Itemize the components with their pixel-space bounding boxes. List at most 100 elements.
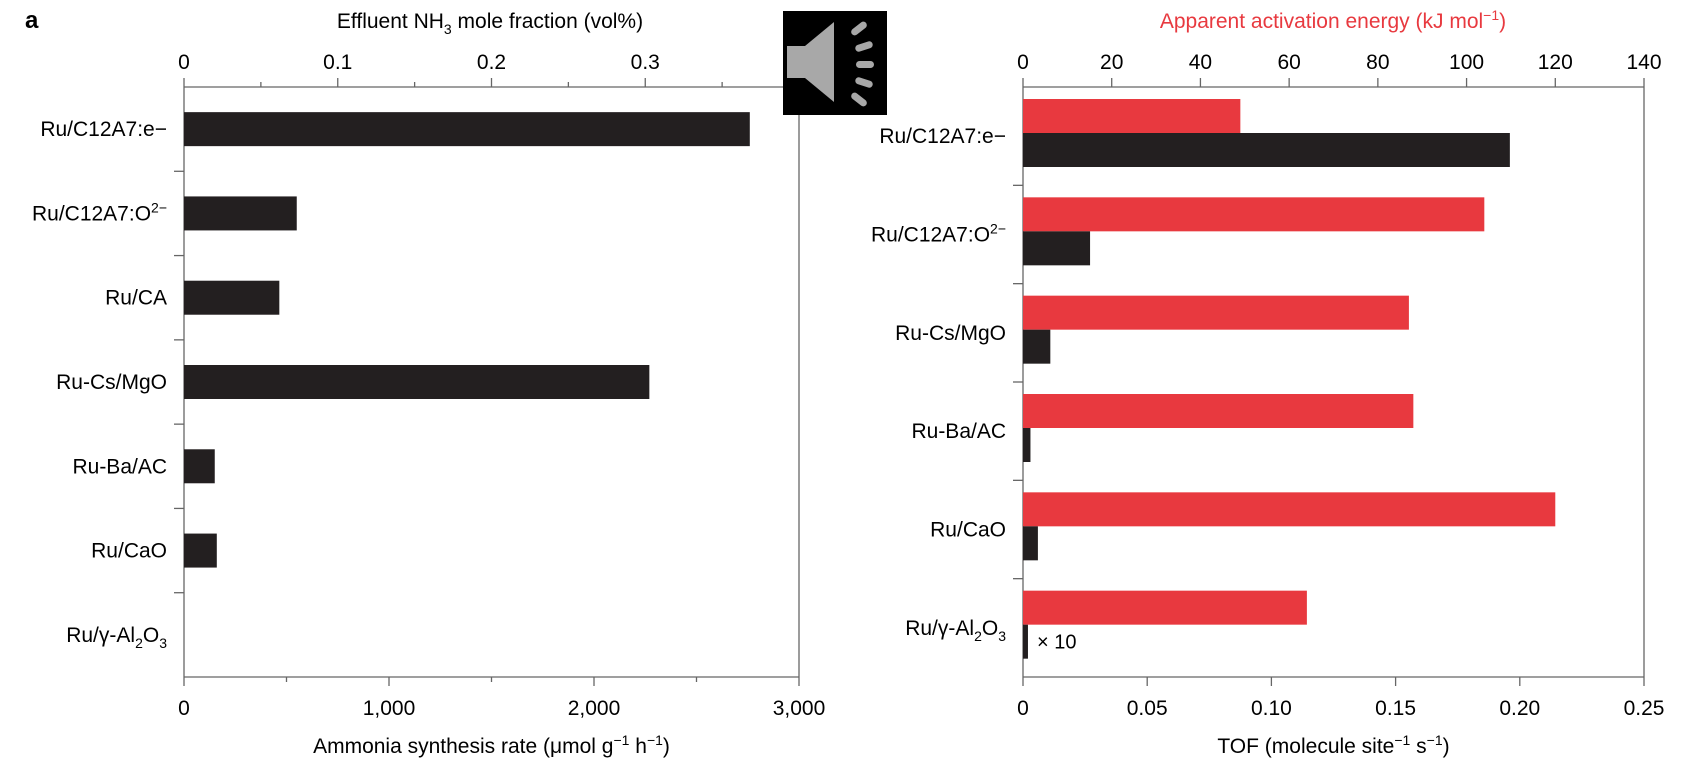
- x-axis-title-part: −1: [1394, 732, 1410, 748]
- top-tick-label: 0: [178, 51, 190, 74]
- top-axis-title-part: 3: [444, 21, 452, 37]
- category-label: Ru/C12A7:O2−: [871, 221, 1006, 247]
- category-label-part: 3: [159, 635, 167, 651]
- x-tick-label: 0.20: [1499, 697, 1540, 720]
- scale-annotation: × 10: [1037, 632, 1076, 654]
- bar: [184, 365, 650, 399]
- bar-activation-energy: [1023, 99, 1241, 133]
- category-label-part: Ru-Ba/AC: [911, 420, 1006, 443]
- x-axis-title-part: ): [663, 735, 670, 758]
- category-label: Ru/CaO: [91, 540, 167, 563]
- bar: [184, 533, 217, 568]
- category-label: Ru/γ-Al2O3: [66, 624, 167, 651]
- x-tick-label: 0.10: [1251, 697, 1292, 720]
- x-tick-label: 2,000: [568, 697, 621, 720]
- x-tick-label: 1,000: [363, 697, 416, 720]
- top-tick-label: 40: [1189, 51, 1212, 74]
- top-tick-label: 80: [1366, 51, 1389, 74]
- top-tick-label: 0.3: [631, 51, 660, 74]
- bar: [184, 196, 297, 231]
- x-axis-title-part: TOF (molecule site: [1217, 735, 1394, 758]
- top-axis-title-part: Apparent activation energy (kJ mol: [1160, 10, 1483, 33]
- bar-activation-energy: [1023, 197, 1485, 232]
- category-label-part: Ru/C12A7:O: [32, 202, 151, 225]
- category-label: Ru/CaO: [930, 519, 1006, 542]
- category-label-part: 2: [135, 635, 143, 651]
- x-tick-label: 0.25: [1624, 697, 1665, 720]
- x-tick-label: 0.15: [1375, 697, 1416, 720]
- category-label: Ru-Ba/AC: [911, 420, 1006, 443]
- top-axis-title: Effluent NH3 mole fraction (vol%): [337, 10, 643, 37]
- category-label-part: Ru-Cs/MgO: [56, 371, 167, 394]
- speaker-icon: [787, 21, 874, 107]
- category-label: Ru-Cs/MgO: [895, 322, 1006, 345]
- category-label: Ru/C12A7:e−: [879, 125, 1006, 148]
- x-axis-title-part: ): [1443, 735, 1450, 758]
- top-tick-label: 120: [1538, 51, 1573, 74]
- top-tick-label: 0.1: [323, 51, 352, 74]
- top-axis-title-part: −1: [1483, 7, 1499, 23]
- x-axis-title-part: s: [1410, 735, 1426, 758]
- category-label-part: Ru/C12A7:e−: [879, 125, 1006, 148]
- top-axis-title: Apparent activation energy (kJ mol−1): [1160, 7, 1506, 33]
- category-label: Ru/CA: [105, 287, 167, 310]
- x-axis-title-part: μmol g: [550, 735, 613, 758]
- top-tick-label: 60: [1277, 51, 1300, 74]
- category-label-part: 3: [998, 628, 1006, 644]
- category-label-part: 2: [974, 628, 982, 644]
- x-axis-title-part: −1: [1427, 732, 1443, 748]
- category-label-part: Ru/C12A7:O: [871, 224, 990, 247]
- x-axis-title-part: Ammonia synthesis rate (: [313, 735, 550, 758]
- top-tick-label: 140: [1626, 51, 1661, 74]
- category-label-part: Ru-Ba/AC: [72, 455, 167, 478]
- panel-label: a: [25, 7, 39, 34]
- bar-activation-energy: [1023, 492, 1556, 527]
- category-label-part: O: [143, 624, 159, 647]
- x-tick-label: 0: [178, 697, 190, 720]
- bar-tof: [1023, 329, 1051, 364]
- category-label: Ru/C12A7:O2−: [32, 199, 167, 225]
- top-tick-label: 100: [1449, 51, 1484, 74]
- category-label: Ru/C12A7:e−: [40, 118, 167, 141]
- x-axis-title-part: h: [629, 735, 647, 758]
- category-label-part: Ru/CaO: [91, 540, 167, 563]
- category-label-part: 2−: [990, 221, 1006, 237]
- x-tick-label: 0: [1017, 697, 1029, 720]
- category-label: Ru-Ba/AC: [72, 455, 167, 478]
- x-tick-label: 0.05: [1127, 697, 1168, 720]
- category-label-part: O: [982, 617, 998, 640]
- top-axis-title-part: ): [1499, 10, 1506, 33]
- x-axis-title-part: −1: [613, 732, 629, 748]
- category-label: Ru/γ-Al2O3: [905, 617, 1006, 644]
- top-axis-title-part: mole fraction (vol%): [452, 10, 643, 33]
- bar-activation-energy: [1023, 295, 1409, 330]
- top-axis-title-part: Effluent NH: [337, 10, 444, 33]
- bar-activation-energy: [1023, 590, 1307, 625]
- x-axis-title: TOF (molecule site−1 s−1): [1217, 732, 1449, 758]
- chart-left: Ru/C12A7:e− Ru/C12A7:O2− Ru/CA Ru-Cs/MgO Ru-…: [32, 10, 825, 758]
- bar: [184, 280, 280, 315]
- bar: [184, 112, 750, 147]
- category-label-part: 2−: [151, 199, 167, 215]
- category-label-part: Ru-Cs/MgO: [895, 322, 1006, 345]
- chart-right: Ru/C12A7:e− Ru/C12A7:O2− Ru-Cs/MgO Ru-Ba/AC…: [871, 7, 1664, 758]
- bar-tof: [1023, 428, 1031, 462]
- category-label-part: Ru/CA: [105, 287, 167, 310]
- category-label-part: Ru/γ-Al: [66, 624, 135, 647]
- bar-tof: [1023, 133, 1510, 167]
- category-label-part: Ru/C12A7:e−: [40, 118, 167, 141]
- speaker-overlay[interactable]: [783, 11, 887, 115]
- bar: [184, 449, 215, 484]
- x-axis-title-part: −1: [647, 732, 663, 748]
- top-tick-label: 0.2: [477, 51, 506, 74]
- bar-activation-energy: [1023, 394, 1414, 428]
- x-tick-label: 3,000: [773, 697, 826, 720]
- x-axis-title: Ammonia synthesis rate (μmol g−1 h−1): [313, 732, 670, 758]
- category-label-part: Ru/γ-Al: [905, 617, 974, 640]
- top-tick-label: 20: [1100, 51, 1123, 74]
- top-tick-label: 0: [1017, 51, 1029, 74]
- bar-tof: [1023, 231, 1091, 266]
- bar-tof: [1023, 526, 1038, 561]
- category-label-part: Ru/CaO: [930, 519, 1006, 542]
